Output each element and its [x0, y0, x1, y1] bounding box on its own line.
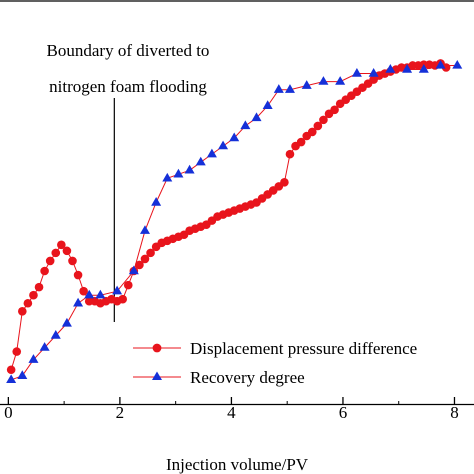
point-recovery-31	[402, 64, 413, 73]
point-recovery-11	[139, 225, 150, 234]
x-tick-label-0: 0	[4, 403, 13, 422]
point-pressure-5	[34, 282, 44, 292]
point-pressure-25	[146, 248, 155, 258]
series-pressure	[6, 59, 451, 375]
point-recovery-15	[184, 164, 195, 174]
point-pressure-49	[280, 178, 289, 187]
point-pressure-1	[12, 347, 22, 356]
point-recovery-30	[385, 64, 396, 73]
point-recovery-5	[61, 317, 72, 327]
point-pressure-2	[18, 307, 27, 316]
x-tick-label-3: 6	[339, 403, 348, 422]
series-recovery	[6, 59, 463, 384]
point-pressure-10	[62, 246, 72, 256]
point-recovery-20	[240, 120, 251, 130]
point-recovery-9	[112, 285, 123, 295]
point-recovery-16	[195, 156, 206, 166]
point-recovery-6	[73, 297, 84, 307]
point-recovery-27	[335, 76, 346, 85]
point-pressure-58	[330, 105, 339, 115]
point-pressure-52	[296, 137, 306, 147]
point-pressure-11	[68, 256, 77, 266]
annotation-line-1: Boundary of diverted to	[47, 41, 210, 60]
point-pressure-23	[135, 260, 144, 270]
annotation-line-2: nitrogen foam flooding	[49, 77, 207, 96]
point-recovery-29	[368, 68, 379, 77]
point-recovery-25	[301, 80, 312, 89]
point-pressure-6	[40, 266, 49, 276]
point-recovery-34	[452, 59, 463, 69]
point-pressure-21	[123, 280, 133, 290]
point-pressure-9	[57, 240, 66, 250]
x-axis-title: Injection volume/PV	[166, 455, 309, 474]
point-recovery-18	[218, 140, 229, 150]
point-recovery-7	[84, 289, 95, 299]
point-pressure-20	[118, 294, 127, 304]
point-recovery-23	[273, 84, 284, 93]
point-recovery-4	[50, 329, 61, 339]
point-recovery-24	[284, 84, 295, 93]
point-pressure-4	[29, 290, 38, 300]
legend-marker-recovery	[152, 371, 162, 380]
point-pressure-8	[51, 248, 61, 258]
point-recovery-17	[206, 148, 217, 158]
point-pressure-56	[319, 115, 328, 125]
point-recovery-33	[435, 59, 446, 69]
boundary-annotation: Boundary of diverted to nitrogen foam fl…	[47, 41, 210, 322]
point-pressure-12	[73, 270, 83, 280]
point-pressure-7	[45, 256, 55, 266]
point-pressure-13	[79, 286, 88, 296]
point-recovery-10	[128, 265, 139, 275]
point-recovery-22	[262, 100, 273, 109]
point-recovery-28	[351, 68, 362, 77]
point-recovery-13	[162, 172, 173, 182]
legend-marker-pressure	[152, 343, 162, 353]
point-recovery-3	[39, 342, 50, 351]
point-recovery-26	[318, 76, 329, 85]
point-recovery-32	[418, 64, 429, 73]
legend-item-recovery: Recovery degree	[133, 368, 305, 387]
point-pressure-54	[307, 127, 317, 137]
point-recovery-8	[95, 289, 106, 299]
legend-item-pressure: Displacement pressure difference	[133, 339, 417, 358]
point-recovery-21	[251, 112, 262, 122]
point-recovery-12	[151, 197, 162, 206]
plot-frame	[0, 0, 474, 406]
point-pressure-3	[23, 298, 33, 308]
x-tick-label-4: 8	[450, 403, 459, 422]
point-pressure-0	[6, 365, 16, 375]
series-line-recovery	[11, 65, 458, 381]
point-recovery-19	[229, 132, 240, 142]
legend: Displacement pressure difference Recover…	[133, 339, 417, 387]
x-tick-label-2: 4	[227, 403, 236, 422]
point-pressure-50	[285, 149, 295, 159]
x-axis-ticks: 0 2 4 6 8	[4, 397, 459, 422]
point-pressure-24	[140, 254, 150, 264]
legend-label-recovery: Recovery degree	[190, 368, 305, 387]
point-recovery-14	[173, 168, 184, 178]
legend-label-pressure: Displacement pressure difference	[190, 339, 417, 358]
point-recovery-1	[17, 370, 28, 379]
series-layer	[6, 59, 463, 384]
x-tick-label-1: 2	[116, 403, 125, 422]
point-pressure-55	[313, 121, 323, 131]
point-recovery-0	[6, 374, 17, 384]
point-recovery-2	[28, 354, 39, 363]
